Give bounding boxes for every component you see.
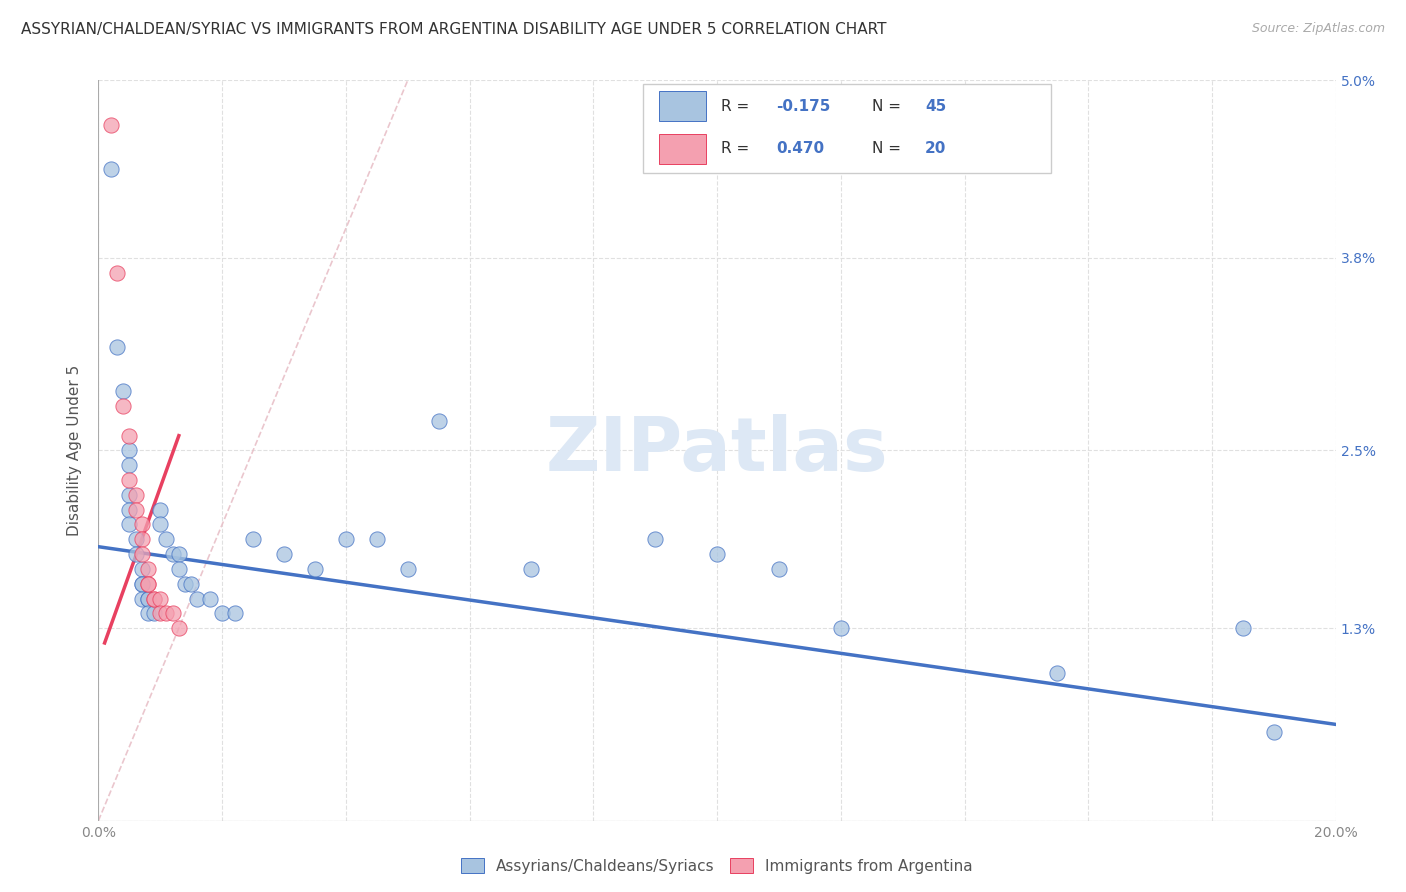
Point [830,621,852,635]
Point [124,547,146,561]
Point [149,607,172,621]
Point [162,607,184,621]
Text: N =: N = [872,141,905,156]
Point [100,162,122,177]
Text: 45: 45 [925,99,946,113]
Point [304,562,326,576]
Point [136,607,159,621]
Point [520,562,543,576]
Point [162,547,184,561]
Y-axis label: Disability Age Under 5: Disability Age Under 5 [67,365,83,536]
Point [242,533,264,547]
Text: R =: R = [721,141,754,156]
Point [706,547,728,561]
Point [124,502,146,516]
Point [273,547,295,561]
Point [131,533,153,547]
Point [105,266,128,280]
Point [167,621,190,635]
Point [112,399,135,413]
Legend: Assyrians/Chaldeans/Syriacs, Immigrants from Argentina: Assyrians/Chaldeans/Syriacs, Immigrants … [456,852,979,880]
Point [186,591,208,606]
Point [174,576,197,591]
Point [155,533,177,547]
Point [136,576,159,591]
FancyBboxPatch shape [659,134,706,163]
Point [124,488,146,502]
Point [136,591,159,606]
Point [149,591,172,606]
FancyBboxPatch shape [659,91,706,121]
Point [155,607,177,621]
Point [118,517,141,532]
Text: R =: R = [721,99,754,113]
Point [131,591,153,606]
FancyBboxPatch shape [643,84,1052,173]
Point [149,502,172,516]
Point [118,443,141,458]
Text: 20: 20 [925,141,946,156]
Point [118,428,141,442]
Point [136,576,159,591]
Point [118,488,141,502]
Point [118,458,141,473]
Point [644,533,666,547]
Point [118,502,141,516]
Point [224,607,246,621]
Point [198,591,221,606]
Point [180,576,202,591]
Point [100,118,122,132]
Point [131,562,153,576]
Point [143,591,166,606]
Point [167,562,190,576]
Point [167,547,190,561]
Point [768,562,790,576]
Point [211,607,233,621]
Point [143,591,166,606]
Text: 0.470: 0.470 [776,141,824,156]
Point [1046,665,1069,680]
Point [131,517,153,532]
Point [427,414,450,428]
Point [335,533,357,547]
Point [136,562,159,576]
Point [143,607,166,621]
Text: -0.175: -0.175 [776,99,831,113]
Point [118,473,141,487]
Point [124,533,146,547]
Point [131,547,153,561]
Text: N =: N = [872,99,905,113]
Text: ASSYRIAN/CHALDEAN/SYRIAC VS IMMIGRANTS FROM ARGENTINA DISABILITY AGE UNDER 5 COR: ASSYRIAN/CHALDEAN/SYRIAC VS IMMIGRANTS F… [21,22,887,37]
Point [105,340,128,354]
Point [131,576,153,591]
Text: ZIPatlas: ZIPatlas [546,414,889,487]
Point [366,533,388,547]
Point [136,591,159,606]
Point [1232,621,1254,635]
Point [1263,724,1285,739]
Point [112,384,135,399]
Point [131,576,153,591]
Point [396,562,419,576]
Text: Source: ZipAtlas.com: Source: ZipAtlas.com [1251,22,1385,36]
Point [149,517,172,532]
